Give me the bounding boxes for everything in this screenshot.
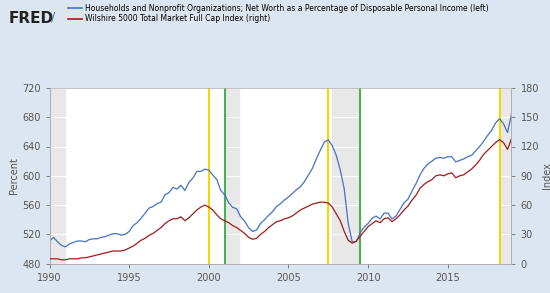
- Bar: [225, 88, 239, 264]
- Bar: [50, 88, 65, 264]
- Text: FRED: FRED: [8, 11, 53, 25]
- Bar: [332, 88, 360, 264]
- Text: /: /: [51, 11, 55, 23]
- Bar: [499, 88, 512, 264]
- Legend: Households and Nonprofit Organizations; Net Worth as a Percentage of Disposable : Households and Nonprofit Organizations; …: [67, 3, 489, 24]
- Y-axis label: Percent: Percent: [9, 157, 19, 194]
- Y-axis label: Index: Index: [542, 162, 550, 189]
